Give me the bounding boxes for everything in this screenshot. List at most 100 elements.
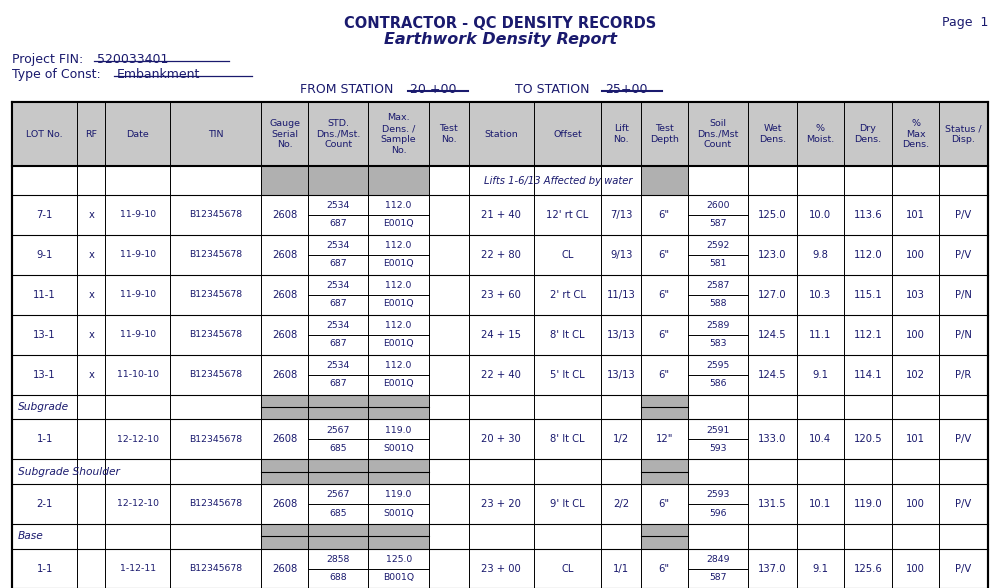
Bar	[308, 395, 368, 419]
Text: CONTRACTOR - QC DENSITY RECORDS: CONTRACTOR - QC DENSITY RECORDS	[344, 16, 656, 32]
Text: 127.0: 127.0	[758, 289, 787, 300]
Text: FROM STATION: FROM STATION	[300, 83, 393, 96]
Text: LOT No.: LOT No.	[26, 129, 63, 139]
Text: P/N: P/N	[955, 329, 972, 340]
Bar	[261, 524, 308, 549]
Text: 112.1: 112.1	[854, 329, 882, 340]
Text: 7-1: 7-1	[36, 209, 53, 220]
Text: 125.0: 125.0	[758, 209, 787, 220]
Text: Test
No.: Test No.	[439, 124, 458, 144]
Text: 6": 6"	[659, 563, 670, 574]
Text: Status /
Disp.: Status / Disp.	[945, 124, 982, 144]
Text: 112.0: 112.0	[854, 249, 882, 260]
Text: x: x	[88, 249, 94, 260]
Text: B12345678: B12345678	[189, 210, 242, 219]
Text: 114.1: 114.1	[854, 369, 882, 380]
Text: 113.6: 113.6	[854, 209, 882, 220]
Text: 9.1: 9.1	[812, 563, 828, 574]
Bar	[261, 459, 308, 484]
Text: 25+00: 25+00	[605, 83, 648, 96]
Text: 10.1: 10.1	[809, 499, 831, 509]
Text: RF: RF	[85, 129, 97, 139]
Text: 125.0: 125.0	[386, 555, 412, 564]
Text: 587: 587	[709, 573, 727, 582]
Text: B12345678: B12345678	[189, 250, 242, 259]
Text: 13/13: 13/13	[607, 329, 635, 340]
Text: Soil
Dns./Mst
Count: Soil Dns./Mst Count	[697, 119, 738, 149]
Text: CL: CL	[561, 563, 574, 574]
Text: Dry
Dens.: Dry Dens.	[854, 124, 882, 144]
Text: 20 +00: 20 +00	[410, 83, 456, 96]
Text: 119.0: 119.0	[854, 499, 882, 509]
Text: Gauge
Serial
No.: Gauge Serial No.	[269, 119, 300, 149]
Text: 5' lt CL: 5' lt CL	[550, 369, 585, 380]
Text: 112.0: 112.0	[385, 241, 412, 250]
Text: 20 + 30: 20 + 30	[481, 434, 521, 445]
Text: 12-12-10: 12-12-10	[117, 435, 159, 444]
Text: TIN: TIN	[208, 129, 224, 139]
Bar	[308, 524, 368, 549]
Text: %
Moist.: % Moist.	[806, 124, 834, 144]
Text: 2608: 2608	[272, 499, 297, 509]
Text: 9.8: 9.8	[812, 249, 828, 260]
Bar	[641, 395, 688, 419]
Text: 6": 6"	[659, 249, 670, 260]
Text: 688: 688	[329, 573, 347, 582]
Text: 9' lt CL: 9' lt CL	[550, 499, 585, 509]
Text: 6": 6"	[659, 289, 670, 300]
Text: 11-9-10: 11-9-10	[120, 210, 156, 219]
Text: Test
Depth: Test Depth	[650, 124, 679, 144]
Text: 520033401: 520033401	[97, 53, 168, 66]
Text: E001Q: E001Q	[383, 259, 414, 268]
Text: Lifts 1-6/13 Affected by water: Lifts 1-6/13 Affected by water	[484, 175, 632, 186]
Text: 685: 685	[329, 509, 347, 517]
Text: 7/13: 7/13	[610, 209, 632, 220]
Text: B12345678: B12345678	[189, 435, 242, 444]
Text: 2589: 2589	[706, 321, 729, 330]
Text: 2534: 2534	[326, 281, 350, 290]
Text: 586: 586	[709, 379, 727, 388]
Bar	[12, 102, 988, 588]
Text: 101: 101	[906, 434, 925, 445]
Text: Lift
No.: Lift No.	[613, 124, 629, 144]
Text: 687: 687	[329, 219, 347, 228]
Text: 8' lt CL: 8' lt CL	[550, 434, 585, 445]
Text: E001Q: E001Q	[383, 339, 414, 348]
Text: Page  1: Page 1	[942, 16, 988, 29]
Bar	[12, 102, 988, 166]
Text: P/N: P/N	[955, 289, 972, 300]
Text: 687: 687	[329, 379, 347, 388]
Text: 1-12-11: 1-12-11	[120, 564, 156, 573]
Bar	[308, 166, 368, 195]
Text: 10.4: 10.4	[809, 434, 831, 445]
Text: 2534: 2534	[326, 321, 350, 330]
Bar	[641, 524, 688, 549]
Text: 10.0: 10.0	[809, 209, 831, 220]
Text: 1/2: 1/2	[613, 434, 629, 445]
Text: 119.0: 119.0	[385, 490, 412, 499]
Text: 2608: 2608	[272, 563, 297, 574]
Text: B12345678: B12345678	[189, 499, 242, 509]
Text: S001Q: S001Q	[383, 509, 414, 517]
Text: 9-1: 9-1	[36, 249, 53, 260]
Text: 112.0: 112.0	[385, 281, 412, 290]
Text: 23 + 00: 23 + 00	[481, 563, 521, 574]
Text: 2608: 2608	[272, 209, 297, 220]
Text: 112.0: 112.0	[385, 201, 412, 210]
Text: 2593: 2593	[706, 490, 729, 499]
Text: 2608: 2608	[272, 289, 297, 300]
Text: 11/13: 11/13	[607, 289, 636, 300]
Text: E001Q: E001Q	[383, 379, 414, 388]
Text: 13-1: 13-1	[33, 329, 56, 340]
Text: 687: 687	[329, 259, 347, 268]
Text: 124.5: 124.5	[758, 369, 787, 380]
Bar	[641, 166, 688, 195]
Text: x: x	[88, 289, 94, 300]
Text: 11.1: 11.1	[809, 329, 831, 340]
Text: CL: CL	[561, 249, 574, 260]
Text: 6": 6"	[659, 369, 670, 380]
Text: 23 + 20: 23 + 20	[481, 499, 521, 509]
Text: 100: 100	[906, 563, 925, 574]
Text: B001Q: B001Q	[383, 573, 414, 582]
Text: 112.0: 112.0	[385, 321, 412, 330]
